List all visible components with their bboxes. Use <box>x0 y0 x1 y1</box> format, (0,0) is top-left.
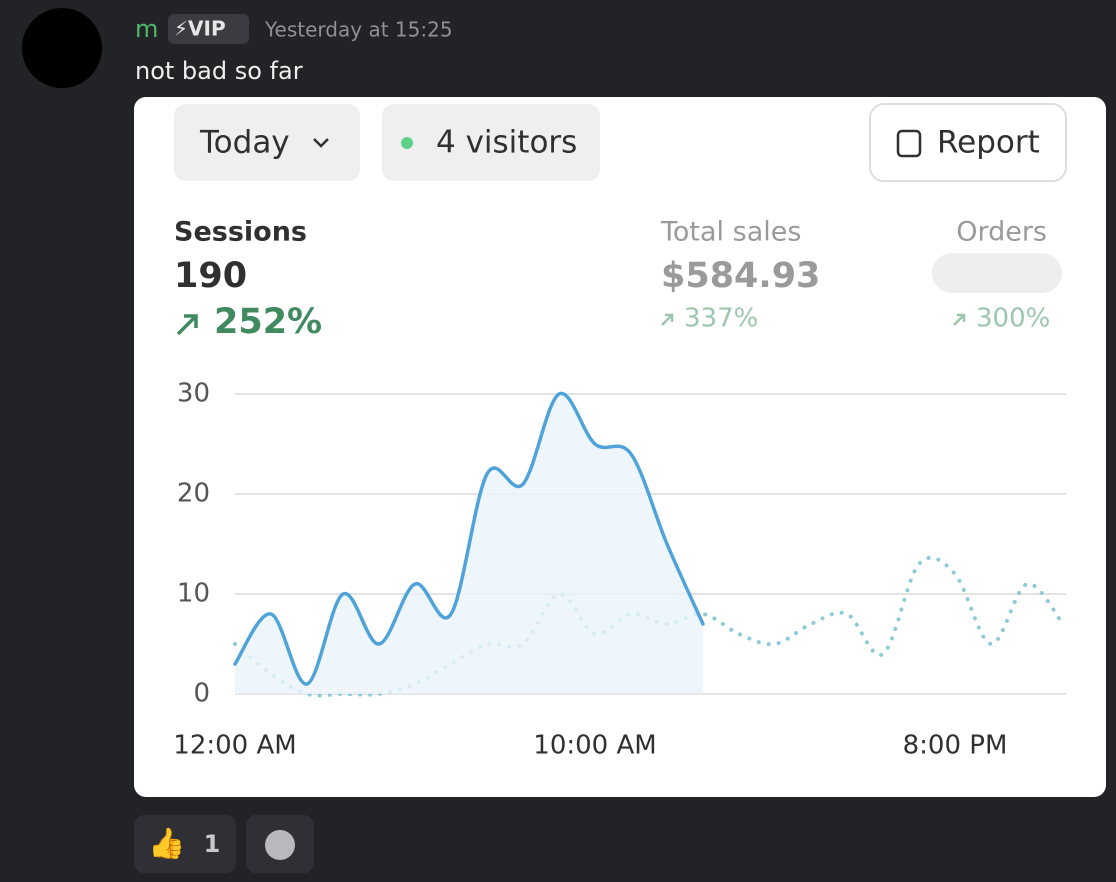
reaction-count: 1 <box>204 830 221 858</box>
badge-bg <box>168 14 249 44</box>
report-icon <box>896 129 922 158</box>
report-button[interactable] <box>869 103 1067 182</box>
stat-label: Total sales <box>660 217 801 248</box>
chevron <box>313 138 329 148</box>
range-label: Today <box>199 125 290 161</box>
up-arrow <box>953 313 966 326</box>
y-tick-label: 20 <box>177 479 210 509</box>
reaction[interactable] <box>134 815 236 873</box>
stat-value: 190 <box>174 256 247 296</box>
visitors: 4 visitors <box>436 125 577 161</box>
message-text: not bad so far <box>135 57 303 85</box>
y-tick-label: 0 <box>193 679 210 709</box>
y-tick-label: 10 <box>177 579 210 609</box>
blurred-value <box>932 253 1062 293</box>
visitors-pill <box>382 104 600 181</box>
up-arrow <box>661 313 674 326</box>
smiley-icon <box>265 830 295 860</box>
author[interactable]: m <box>135 15 158 43</box>
x-tick-label: 10:00 AM <box>533 731 656 761</box>
timestamp: Yesterday at 15:25 <box>264 18 453 42</box>
stat-label: Sessions <box>174 217 307 248</box>
avatar[interactable] <box>22 8 102 88</box>
stat-change: 252% <box>214 302 322 342</box>
x-tick-label: 8:00 PM <box>903 731 1008 761</box>
x-tick-label: 12:00 AM <box>173 731 296 761</box>
badge: ⚡VIP <box>174 17 226 41</box>
area <box>235 393 703 694</box>
stat-change: 300% <box>976 304 1050 334</box>
stat-change: 337% <box>684 304 758 334</box>
stat-label: Orders <box>956 217 1047 248</box>
line <box>233 391 705 686</box>
up-arrow <box>176 314 198 336</box>
range-button[interactable] <box>174 104 360 181</box>
report-label: Report <box>937 125 1040 161</box>
live-dot <box>401 137 413 149</box>
y-tick-label: 30 <box>177 379 210 409</box>
stat-value: $584.93 <box>661 256 820 296</box>
reaction-emoji: 👍 <box>148 826 185 862</box>
